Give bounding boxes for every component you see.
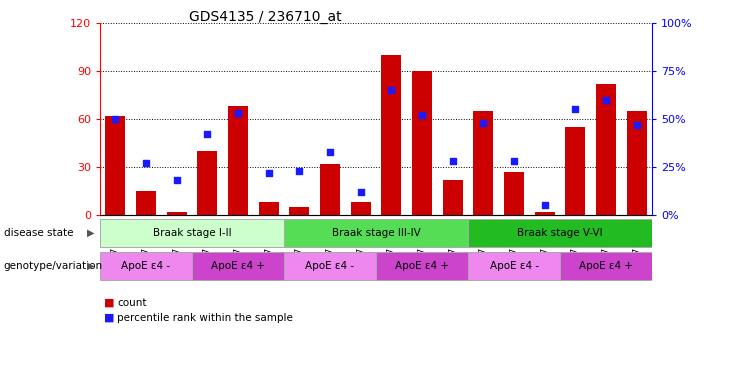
Point	[202, 131, 213, 137]
Point	[631, 122, 642, 128]
Bar	[473, 111, 494, 215]
Text: Braak stage I-II: Braak stage I-II	[153, 228, 231, 238]
Point	[600, 97, 612, 103]
Bar	[192, 252, 284, 280]
Point	[293, 168, 305, 174]
Text: Braak stage III-IV: Braak stage III-IV	[332, 228, 420, 238]
Text: GDS4135 / 236710_at: GDS4135 / 236710_at	[190, 10, 342, 23]
Point	[447, 158, 459, 164]
Bar	[468, 252, 560, 280]
Bar	[504, 172, 524, 215]
Point	[570, 106, 582, 113]
Bar	[565, 127, 585, 215]
Bar	[596, 84, 616, 215]
Text: genotype/variation: genotype/variation	[4, 261, 103, 271]
Text: ▶: ▶	[87, 228, 94, 238]
Text: ▶: ▶	[87, 261, 94, 271]
Bar	[136, 191, 156, 215]
Bar	[290, 207, 309, 215]
Point	[508, 158, 520, 164]
Bar	[100, 252, 192, 280]
Bar	[468, 219, 652, 247]
Bar	[167, 212, 187, 215]
Bar	[350, 202, 370, 215]
Text: ApoE ε4 +: ApoE ε4 +	[395, 261, 449, 271]
Bar	[535, 212, 555, 215]
Point	[324, 149, 336, 155]
Point	[263, 170, 275, 176]
Bar	[259, 202, 279, 215]
Text: percentile rank within the sample: percentile rank within the sample	[117, 313, 293, 323]
Text: ApoE ε4 -: ApoE ε4 -	[490, 261, 539, 271]
Point	[539, 202, 551, 209]
Point	[170, 177, 182, 184]
Text: count: count	[117, 298, 147, 308]
Bar	[284, 219, 468, 247]
Bar	[376, 252, 468, 280]
Bar	[284, 252, 376, 280]
Point	[477, 120, 489, 126]
Bar	[100, 219, 284, 247]
Bar	[105, 116, 125, 215]
Bar	[320, 164, 340, 215]
Point	[416, 112, 428, 118]
Point	[140, 160, 152, 166]
Bar	[228, 106, 248, 215]
Point	[385, 87, 397, 93]
Bar	[382, 55, 402, 215]
Text: ■: ■	[104, 313, 114, 323]
Text: ApoE ε4 -: ApoE ε4 -	[122, 261, 170, 271]
Text: ■: ■	[104, 298, 114, 308]
Bar	[443, 180, 462, 215]
Bar	[560, 252, 652, 280]
Text: disease state: disease state	[4, 228, 73, 238]
Point	[110, 116, 122, 122]
Text: ApoE ε4 +: ApoE ε4 +	[579, 261, 633, 271]
Point	[355, 189, 367, 195]
Text: ApoE ε4 -: ApoE ε4 -	[305, 261, 355, 271]
Text: ApoE ε4 +: ApoE ε4 +	[211, 261, 265, 271]
Point	[232, 110, 244, 116]
Bar	[197, 151, 217, 215]
Bar	[627, 111, 647, 215]
Text: Braak stage V-VI: Braak stage V-VI	[517, 228, 603, 238]
Bar	[412, 71, 432, 215]
